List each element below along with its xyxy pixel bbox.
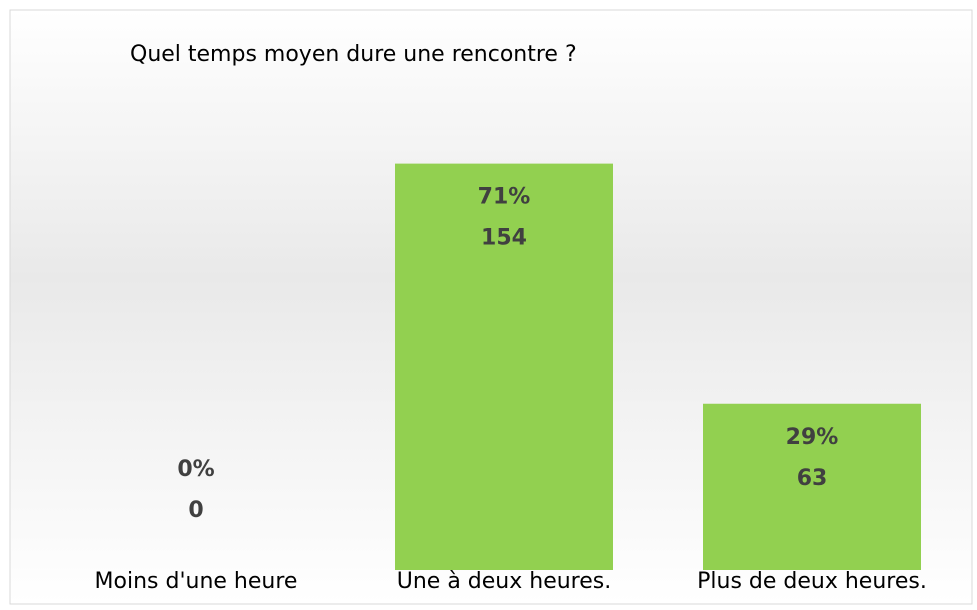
x-tick-label: Plus de deux heures.	[697, 569, 927, 594]
share-label: 29%	[786, 425, 839, 450]
value-label: 63	[797, 466, 828, 491]
share-label: 71%	[478, 185, 531, 210]
chart-title: Quel temps moyen dure une rencontre ?	[130, 42, 577, 67]
bar	[395, 163, 613, 570]
share-label: 0%	[177, 457, 214, 482]
bar	[703, 403, 921, 570]
x-tick-label: Une à deux heures.	[397, 569, 611, 594]
x-tick-label: Moins d'une heure	[95, 569, 298, 594]
value-label: 0	[188, 498, 203, 523]
value-label: 154	[481, 226, 527, 251]
